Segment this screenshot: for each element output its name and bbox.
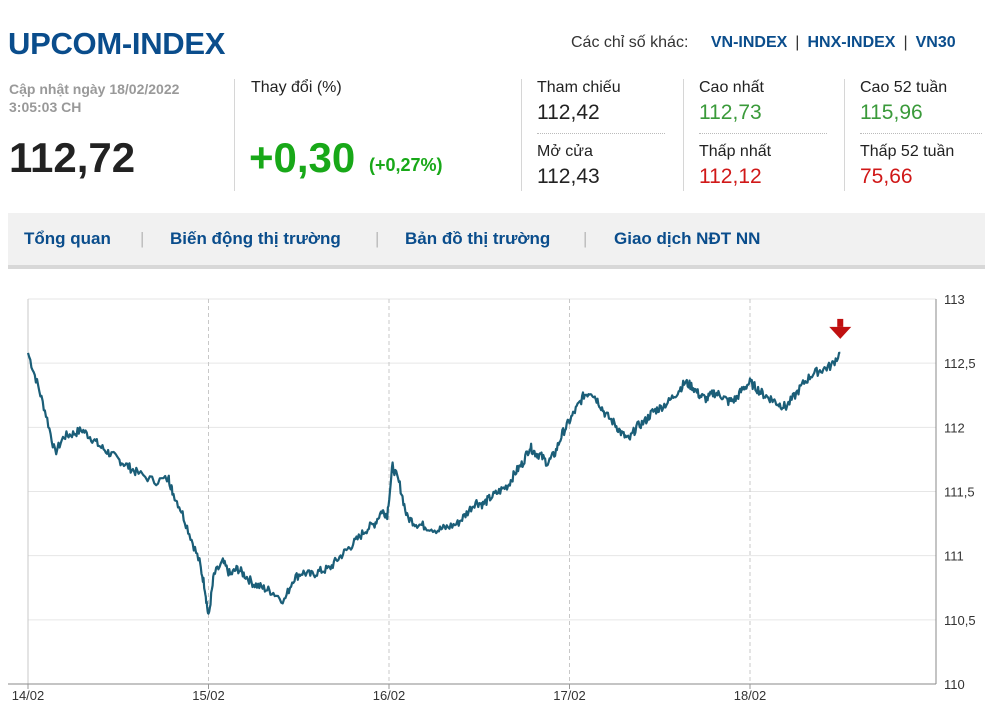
index-line [26,351,841,615]
x-tick-label: 15/02 [192,688,225,703]
stat-divider [699,133,827,134]
update-clock: 3:05:03 CH [9,99,82,115]
other-indices-label: Các chỉ số khác: [571,34,689,51]
change-value: +0,30 [249,134,356,181]
tab-bar: Tổng quan | Biến động thị trường | Bản đ… [8,213,985,269]
index-value: 112,72 [9,134,136,181]
link-hnx-index[interactable]: HNX-INDEX [807,34,896,51]
x-axis: 14/02 15/02 16/02 17/02 18/02 [12,684,767,703]
tab-separator: | [140,229,145,248]
tab-overview[interactable]: Tổng quan [24,229,111,248]
y-tick-label: 112 [944,420,965,435]
divider [521,79,522,191]
divider [683,79,684,191]
marker-head [829,326,852,339]
marker-stem [837,318,844,327]
x-tick-label: 18/02 [734,688,767,703]
low-value: 112,12 [699,165,762,188]
tab-market-movement[interactable]: Biến động thị trường [170,229,341,248]
x-tick-label: 17/02 [553,688,586,703]
y-tick-label: 110 [944,677,965,692]
low-label: Thấp nhất [699,143,772,160]
link-separator: | [795,34,800,51]
tab-separator: | [375,229,380,248]
y-tick-label: 112,5 [944,356,976,371]
open-value: 112,43 [537,165,600,188]
stat-divider [860,133,982,134]
link-vn30[interactable]: VN30 [915,34,956,51]
last-value-marker-icon [829,318,852,339]
update-time: Cập nhật ngày 18/02/2022 3:05:03 CH [9,80,219,116]
y-tick-label: 111,5 [944,485,975,500]
divider [234,79,235,191]
other-indices: Các chỉ số khác: VN-INDEX | HNX-INDEX | VN30 [571,34,956,52]
high52-value: 115,96 [860,101,923,124]
stat-divider [537,133,665,134]
ref-value: 112,42 [537,101,600,124]
link-separator: | [903,34,908,51]
x-tick-label: 14/02 [12,688,45,703]
tab-market-map[interactable]: Bản đồ thị trường [405,229,551,248]
y-axis: 113 112,5 112 111,5 111 110,5 110 [944,292,976,692]
index-chart: 14/02 15/02 16/02 17/02 18/02 113 112,5 112 111… [8,292,976,703]
tab-foreign-trading[interactable]: Giao dịch NĐT NN [614,229,761,248]
change-label: Thay đổi (%) [251,79,342,96]
divider [844,79,845,191]
tab-separator: | [583,229,588,248]
change-percent: (+0,27%) [369,155,443,175]
low52-label: Thấp 52 tuần [860,143,955,160]
open-label: Mở cửa [537,143,593,160]
y-tick-label: 110,5 [944,613,976,628]
chart-grid [8,298,937,685]
high-label: Cao nhất [699,79,764,96]
high-value: 112,73 [699,101,762,124]
low52-value: 75,66 [860,165,913,188]
y-tick-label: 111 [944,549,964,564]
high52-label: Cao 52 tuần [860,79,948,96]
y-tick-label: 113 [944,292,965,307]
ref-label: Tham chiếu [537,79,621,96]
update-date: Cập nhật ngày 18/02/2022 [9,81,180,97]
page-title: UPCOM-INDEX [8,26,226,61]
link-vn-index[interactable]: VN-INDEX [710,34,788,51]
x-tick-label: 16/02 [373,688,406,703]
